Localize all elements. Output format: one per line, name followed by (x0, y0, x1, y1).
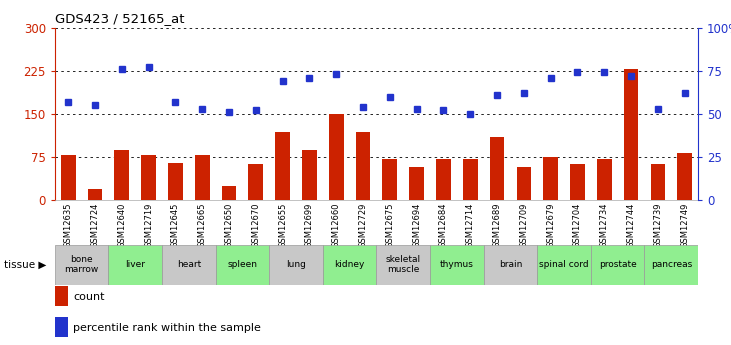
Bar (409, 167, 424, 200)
Bar (249, 165, 263, 200)
FancyBboxPatch shape (430, 245, 484, 285)
Bar (678, 153, 692, 200)
FancyBboxPatch shape (376, 245, 430, 285)
FancyBboxPatch shape (645, 245, 698, 285)
Bar (597, 159, 612, 200)
Text: tissue ▶: tissue ▶ (4, 260, 46, 270)
Text: spinal cord: spinal cord (539, 260, 589, 269)
Text: heart: heart (177, 260, 201, 269)
Text: liver: liver (125, 260, 145, 269)
Bar (61, 155, 75, 200)
Text: lung: lung (286, 260, 306, 269)
Text: prostate: prostate (599, 260, 637, 269)
Text: thymus: thymus (440, 260, 474, 269)
FancyBboxPatch shape (323, 245, 376, 285)
FancyBboxPatch shape (269, 245, 323, 285)
Bar (195, 155, 210, 200)
Text: skeletal
muscle: skeletal muscle (386, 255, 421, 275)
Text: percentile rank within the sample: percentile rank within the sample (73, 323, 261, 333)
Bar (463, 159, 477, 200)
Text: spleen: spleen (227, 260, 257, 269)
Bar (88, 189, 102, 200)
Text: brain: brain (499, 260, 522, 269)
Bar (651, 165, 665, 200)
Bar (329, 114, 344, 200)
FancyBboxPatch shape (108, 245, 162, 285)
Bar (141, 155, 156, 200)
Bar (221, 186, 236, 200)
FancyBboxPatch shape (537, 245, 591, 285)
Bar (115, 149, 129, 200)
FancyBboxPatch shape (484, 245, 537, 285)
Text: pancreas: pancreas (651, 260, 692, 269)
Bar (356, 132, 371, 200)
FancyBboxPatch shape (591, 245, 645, 285)
Bar (490, 137, 504, 200)
FancyBboxPatch shape (216, 245, 269, 285)
Bar (436, 159, 451, 200)
Bar (302, 149, 317, 200)
Bar (570, 165, 585, 200)
Bar (168, 163, 183, 200)
Bar (276, 132, 290, 200)
Bar (517, 167, 531, 200)
FancyBboxPatch shape (55, 245, 108, 285)
Text: kidney: kidney (335, 260, 365, 269)
Text: GDS423 / 52165_at: GDS423 / 52165_at (55, 12, 184, 25)
Bar (624, 69, 638, 200)
Bar (382, 159, 397, 200)
FancyBboxPatch shape (162, 245, 216, 285)
Text: bone
marrow: bone marrow (64, 255, 99, 275)
Text: count: count (73, 292, 105, 302)
Bar (543, 157, 558, 200)
